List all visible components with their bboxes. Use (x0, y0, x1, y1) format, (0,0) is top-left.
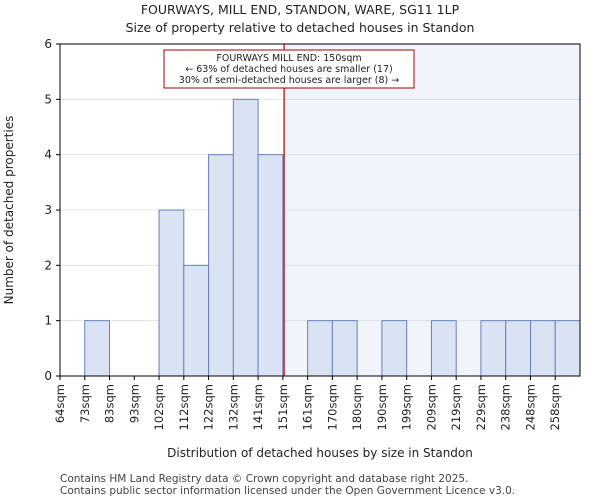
x-tick-label: 73sqm (78, 384, 92, 423)
x-tick-label: 161sqm (301, 384, 315, 430)
bar-141sqm (257, 154, 284, 377)
y-tick-label: 5 (44, 92, 52, 106)
bar-248sqm (529, 320, 556, 377)
bar-102sqm (158, 209, 185, 377)
x-tick-label: 199sqm (400, 384, 414, 430)
y-axis-label: Number of detached properties (2, 116, 16, 305)
annotation-box: FOURWAYS MILL END: 150sqm ← 63% of detac… (163, 49, 415, 89)
x-tick-label: 190sqm (375, 384, 389, 430)
bar-190sqm (381, 320, 408, 377)
x-tick-label: 170sqm (325, 384, 339, 430)
x-tick-label: 248sqm (523, 384, 537, 430)
x-tick-label: 132sqm (226, 384, 240, 430)
x-tick-label: 112sqm (177, 384, 191, 430)
annotation-line-2: ← 63% of detached houses are smaller (17… (185, 64, 392, 75)
y-tick-label: 2 (44, 258, 52, 272)
x-tick-label: 102sqm (152, 384, 166, 430)
y-tick-label: 6 (44, 37, 52, 51)
y-tick-label: 0 (44, 369, 52, 383)
footer-line-2: Contains public sector information licen… (60, 485, 516, 497)
x-tick-label: 180sqm (350, 384, 364, 430)
y-tick-label: 3 (44, 203, 52, 217)
x-tick-label: 122sqm (202, 384, 216, 430)
x-tick-label: 258sqm (548, 384, 562, 430)
bar-122sqm (208, 154, 234, 377)
annotation-line-1: FOURWAYS MILL END: 150sqm (216, 53, 361, 64)
x-tick-label: 238sqm (499, 384, 513, 430)
chart-subtitle: Size of property relative to detached ho… (125, 20, 475, 35)
bar-238sqm (505, 320, 531, 377)
x-tick-label: 141sqm (251, 384, 265, 430)
bar-229sqm (480, 320, 507, 377)
bar-132sqm (232, 98, 259, 377)
bar-209sqm (430, 320, 457, 377)
x-tick-label: 151sqm (276, 384, 290, 430)
annotation-frame (163, 49, 415, 89)
chart-title: FOURWAYS, MILL END, STANDON, WARE, SG11 … (140, 2, 460, 17)
bar-258sqm (554, 320, 581, 377)
x-tick-label: 229sqm (474, 384, 488, 430)
annotation-line-3: 30% of semi-detached houses are larger (… (179, 75, 399, 86)
x-tick-label: 93sqm (127, 384, 141, 423)
x-tick-label: 83sqm (103, 384, 117, 423)
y-tick-label: 4 (44, 148, 52, 162)
x-axis-label: Distribution of detached houses by size … (167, 446, 473, 460)
bar-170sqm (331, 320, 358, 377)
y-tick-label: 1 (44, 314, 52, 328)
bar-73sqm (84, 320, 111, 377)
x-tick-label: 219sqm (449, 384, 463, 430)
footer-line-1: Contains HM Land Registry data © Crown c… (60, 473, 469, 485)
x-tick-label: 209sqm (424, 384, 438, 430)
bar-161sqm (307, 320, 333, 377)
x-tick-label: 64sqm (53, 384, 67, 423)
bar-112sqm (183, 264, 210, 377)
